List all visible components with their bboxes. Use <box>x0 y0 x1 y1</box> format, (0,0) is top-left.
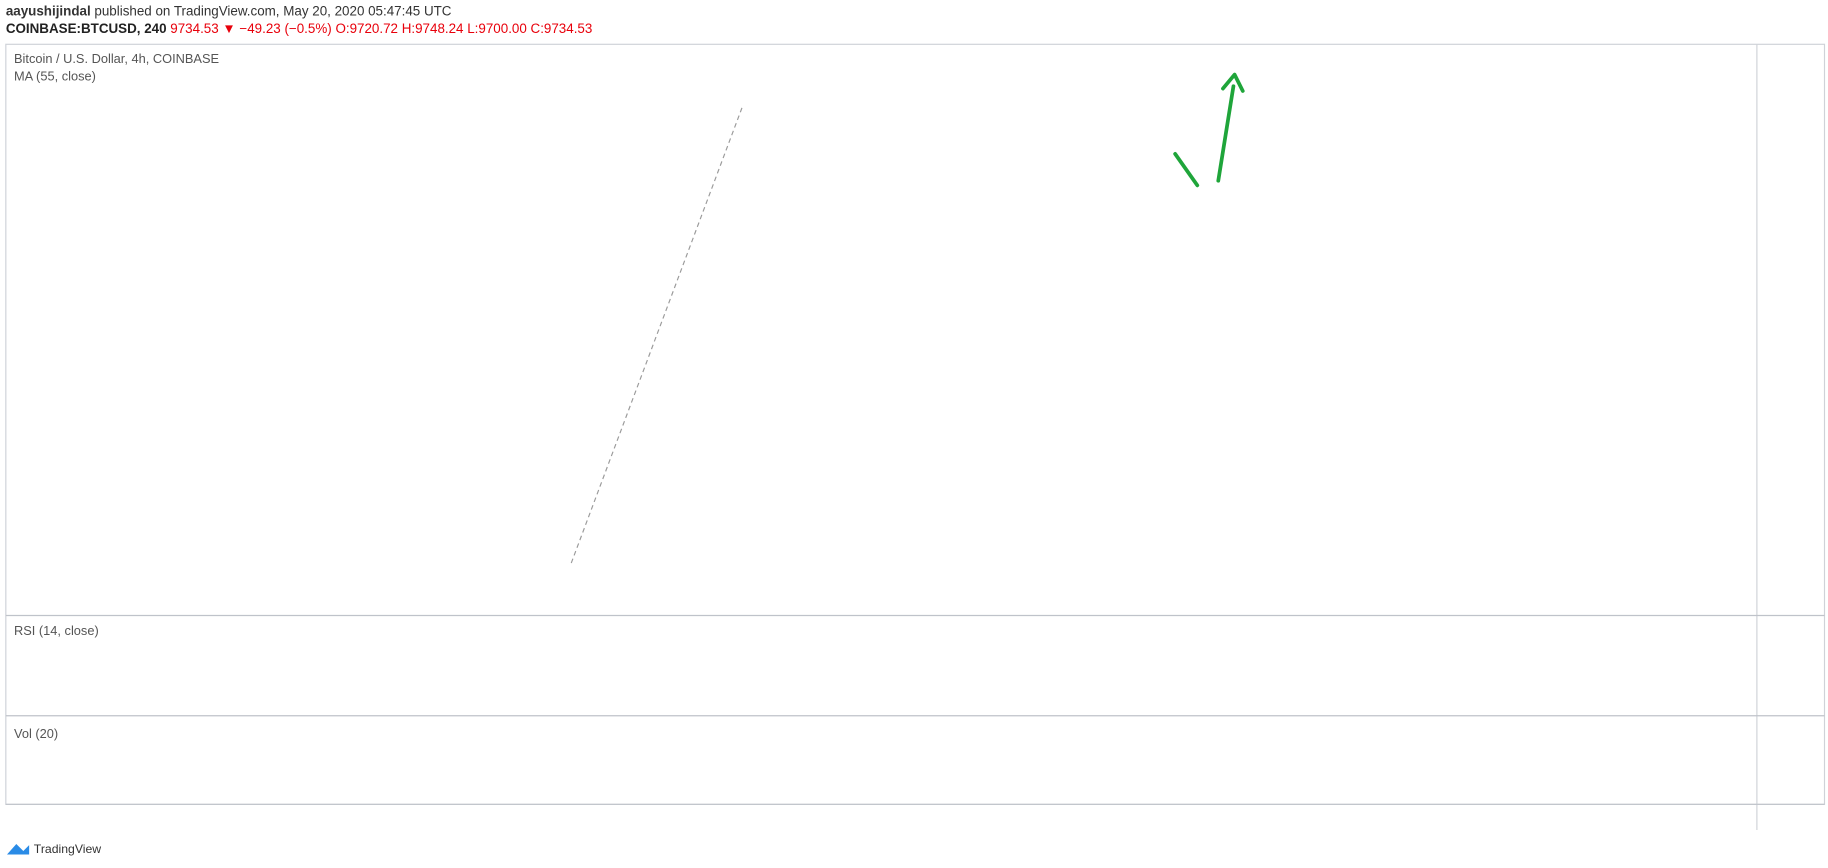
author: aayushijindal <box>6 3 91 18</box>
main-title: Bitcoin / U.S. Dollar, 4h, COINBASE <box>14 51 219 66</box>
ma-legend: MA (55, close) <box>14 68 96 83</box>
quote-line: COINBASE:BTCUSD, 240 9734.53 ▼ −49.23 (−… <box>6 21 593 36</box>
arrow-up-leg <box>1216 84 1236 183</box>
arrows <box>1173 72 1245 188</box>
vol-title: Vol (20) <box>14 726 58 741</box>
published: published on TradingView.com, May 20, 20… <box>94 3 451 18</box>
symbol: COINBASE:BTCUSD, 240 <box>6 21 167 36</box>
rsi-title: RSI (14, close) <box>14 623 99 638</box>
brand: TradingView <box>34 842 101 856</box>
arrow-head <box>1221 72 1245 93</box>
footer-logo: TradingView <box>6 842 101 856</box>
arrow-down-leg <box>1173 152 1200 188</box>
logo-icon <box>6 843 30 855</box>
change: 9734.53 ▼ −49.23 (−0.5%) <box>170 21 331 36</box>
ohlc: O:9720.72 H:9748.24 L:9700.00 C:9734.53 <box>335 21 592 36</box>
publish-line: aayushijindal published on TradingView.c… <box>6 3 452 18</box>
